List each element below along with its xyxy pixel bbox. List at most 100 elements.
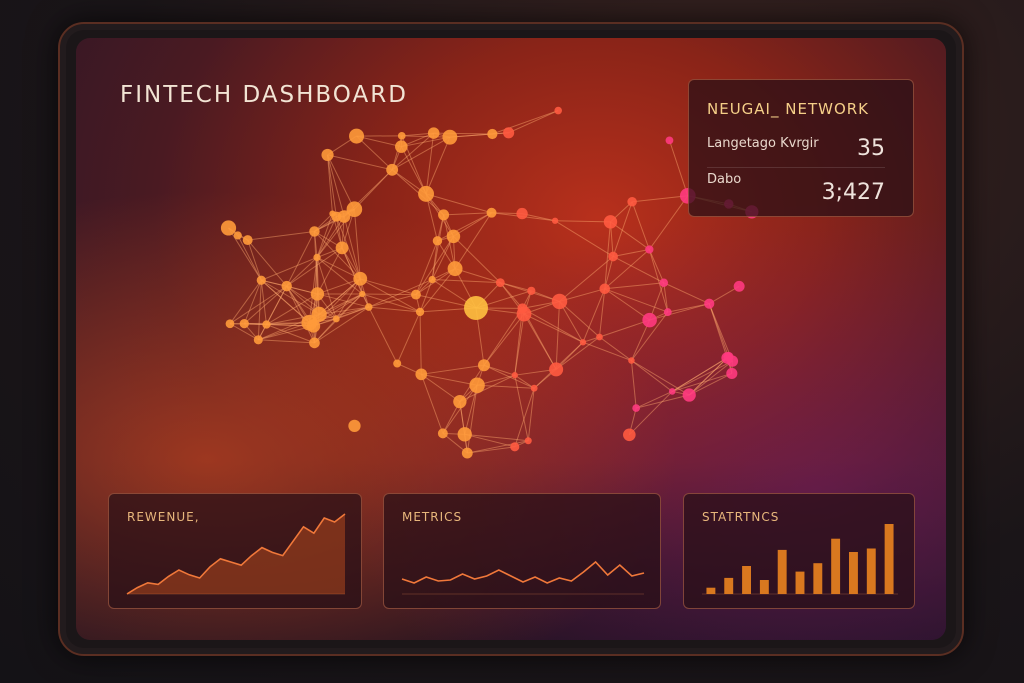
network-edge — [523, 313, 584, 343]
network-edge — [523, 313, 557, 370]
network-edge — [688, 356, 729, 396]
network-edge — [467, 446, 515, 454]
bar — [724, 577, 734, 594]
network-edge — [467, 440, 529, 454]
network-edge — [425, 193, 438, 241]
network-edge — [443, 214, 456, 269]
network-edge — [483, 308, 523, 366]
network-node — [220, 220, 237, 236]
metrics-chart — [401, 560, 645, 595]
network-edge — [464, 385, 478, 435]
network-node — [464, 296, 488, 320]
network-edge — [327, 154, 333, 214]
network-edge — [314, 306, 370, 344]
network-node — [726, 367, 738, 379]
network-node — [415, 368, 428, 381]
network-edge — [341, 247, 363, 295]
network-edge — [604, 282, 664, 290]
network-edge — [631, 360, 673, 392]
network-edge — [314, 318, 337, 344]
network-edge — [266, 285, 288, 325]
network-edge — [668, 140, 689, 196]
network-edge — [508, 110, 559, 134]
network-edge — [228, 227, 262, 281]
network-edge — [319, 293, 363, 315]
network-edge — [453, 212, 492, 237]
network-node — [337, 210, 351, 223]
network-edge — [356, 135, 393, 171]
network-edge — [266, 324, 315, 344]
network-node — [461, 447, 473, 459]
network-node — [530, 384, 538, 392]
network-edge — [362, 293, 421, 313]
network-node — [256, 275, 266, 285]
metrics-card[interactable]: METRICS — [383, 493, 661, 609]
network-edge — [258, 322, 310, 341]
network-edge — [286, 231, 315, 287]
network-edge — [356, 135, 402, 148]
area-fill — [127, 514, 345, 594]
network-edge — [243, 280, 262, 324]
bar — [813, 563, 823, 594]
network-edge — [555, 301, 561, 370]
network-edge — [244, 322, 310, 325]
bar — [759, 580, 769, 594]
network-edge — [354, 169, 393, 210]
network-edge — [464, 433, 529, 442]
network-edge — [421, 364, 485, 375]
network-node — [253, 335, 263, 345]
network-edge — [483, 313, 525, 366]
network-node — [628, 357, 635, 364]
network-edge — [449, 132, 509, 138]
network-node — [397, 131, 406, 140]
network-edge — [420, 374, 444, 434]
network-node — [281, 280, 292, 292]
neural-network-card[interactable]: NEUGAI_ NETWORK Langetago Kvrgir 35 Dabo… — [688, 79, 914, 217]
network-node — [551, 217, 559, 224]
page-title: FINTECH DASHBOARD — [120, 82, 408, 108]
network-edge — [229, 279, 262, 325]
network-node — [733, 280, 745, 292]
network-edge — [514, 313, 525, 376]
network-edge — [335, 293, 363, 320]
statistics-card[interactable]: STATRTNCS — [683, 493, 915, 609]
network-edge — [582, 341, 632, 362]
network-node — [495, 278, 505, 288]
network-node — [608, 251, 618, 262]
network-edge — [454, 212, 492, 269]
network-edge — [431, 214, 445, 280]
network-edge — [671, 360, 733, 392]
network-edge — [327, 154, 393, 171]
network-edge — [317, 293, 369, 308]
revenue-card[interactable]: REWENUE, — [108, 493, 362, 609]
network-edge — [648, 195, 689, 250]
revenue-chart — [126, 513, 346, 595]
network-edge — [500, 282, 532, 292]
network-node — [503, 127, 515, 139]
network-edge — [247, 239, 288, 287]
network-edge — [316, 257, 337, 320]
network-edge — [582, 288, 606, 343]
network-edge — [317, 278, 361, 295]
network-edge — [258, 339, 315, 344]
network-edge — [631, 360, 690, 396]
network-edge — [648, 249, 665, 283]
bar — [831, 538, 841, 594]
network-edge — [555, 220, 611, 223]
network-edge — [708, 285, 740, 305]
network-node — [442, 129, 458, 145]
network-edge — [316, 216, 337, 258]
network-edge — [604, 288, 668, 313]
bar — [706, 587, 716, 594]
network-node — [659, 278, 669, 288]
network-node — [516, 207, 528, 220]
network-edge — [368, 306, 421, 313]
network-edge — [401, 136, 450, 148]
network-node — [554, 106, 562, 115]
bar — [884, 524, 894, 594]
network-edge — [316, 247, 343, 295]
network-node — [321, 148, 334, 162]
network-node — [395, 140, 408, 153]
network-edge — [559, 301, 600, 338]
network-node — [477, 359, 490, 372]
